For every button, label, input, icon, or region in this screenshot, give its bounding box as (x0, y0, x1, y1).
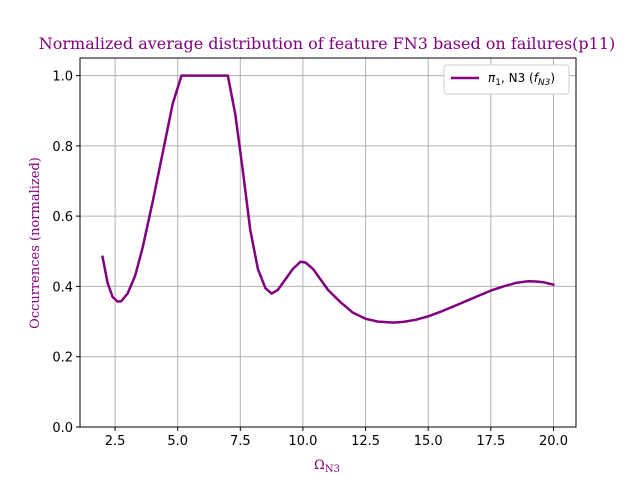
x-tick-label: 12.5 (351, 434, 380, 449)
legend-label-pi-sub: 1 (495, 78, 501, 88)
legend-label-mid: , N3 ( (501, 71, 534, 85)
x-tick-label: 20.0 (539, 434, 568, 449)
x-axis: 2.5 5.0 7.5 10.0 12.5 15.0 17.5 20.0 (105, 427, 568, 449)
legend-box (443, 64, 570, 95)
y-axis-label: Occurrences (normalized) (28, 157, 43, 329)
legend-label-pi: π (488, 71, 496, 85)
x-tick-label: 2.5 (105, 434, 126, 449)
x-axis-label-sub: N3 (325, 464, 340, 475)
legend-label-f-sub: N3 (538, 78, 551, 88)
y-tick-label: 0.8 (52, 140, 73, 155)
legend-label-end: ) (550, 71, 555, 85)
y-tick-label: 0.6 (52, 210, 73, 225)
series-line (101, 74, 555, 324)
legend-label: π1, N3 (fN3) (488, 71, 555, 88)
x-tick-label: 15.0 (414, 434, 443, 449)
legend-label-f: f (534, 71, 540, 85)
y-tick-label: 1.0 (52, 70, 73, 85)
x-tick-label: 7.5 (230, 434, 251, 449)
y-tick-label: 0.2 (52, 351, 73, 366)
legend: π1, N3 (fN3) (443, 64, 570, 95)
y-tick-label: 0.0 (52, 421, 73, 436)
x-tick-label: 10.0 (288, 434, 317, 449)
x-axis-label: ΩN3 (314, 458, 340, 475)
y-tick-label: 0.4 (52, 280, 73, 295)
chart-title: Normalized average distribution of featu… (39, 34, 615, 53)
y-axis: 0.0 0.2 0.4 0.6 0.8 1.0 (52, 70, 80, 436)
plot-frame (79, 57, 577, 428)
x-tick-label: 17.5 (476, 434, 505, 449)
x-tick-label: 5.0 (167, 434, 188, 449)
x-axis-label-main: Ω (314, 458, 325, 473)
